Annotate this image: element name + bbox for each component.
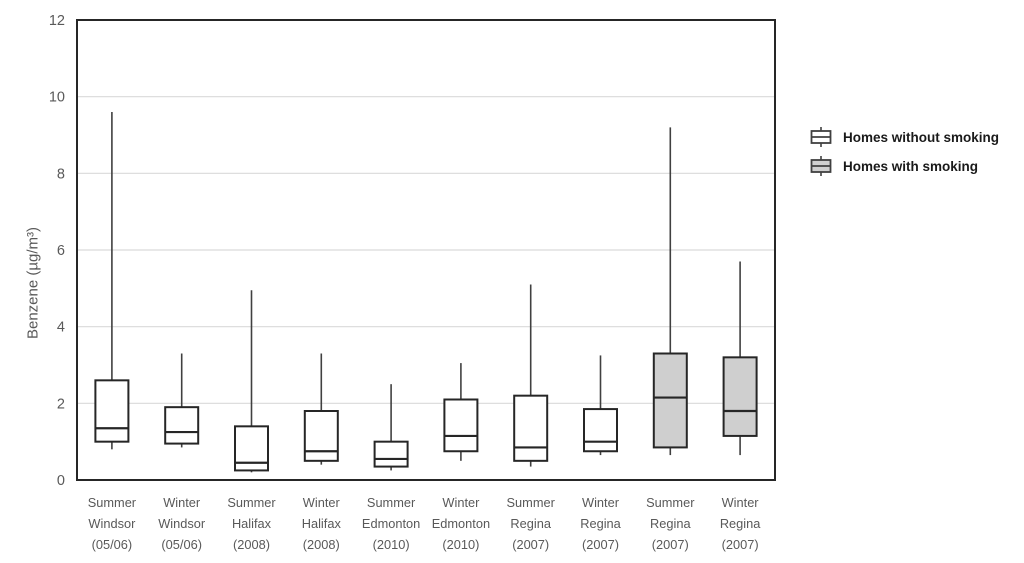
legend-label-with-smoking: Homes with smoking bbox=[843, 158, 979, 174]
x-tick-label-5: Winter Edmonton (2010) bbox=[432, 495, 490, 552]
box-8 bbox=[652, 352, 688, 449]
legend-item-homes-without-smoking: Homes without smoking bbox=[808, 126, 999, 148]
box-0 bbox=[94, 379, 130, 443]
plot-frame bbox=[76, 19, 776, 481]
boxplot-white-legend-icon bbox=[810, 127, 832, 147]
box-3 bbox=[303, 410, 339, 462]
x-tick-label-9: Winter Regina (2007) bbox=[720, 495, 761, 552]
box-6 bbox=[513, 394, 549, 462]
x-tick-label-1: Winter Windsor (05/06) bbox=[158, 495, 206, 552]
legend-label-without-smoking: Homes without smoking bbox=[843, 129, 1000, 145]
box-9 bbox=[722, 356, 758, 437]
y-tick-label-12: 12 bbox=[49, 13, 65, 29]
x-tick-label-3: Winter Halifax (2008) bbox=[302, 495, 342, 552]
x-tick-label-7: Winter Regina (2007) bbox=[580, 495, 621, 552]
legend: Homes without smoking Homes with smoking bbox=[808, 126, 999, 177]
x-tick-label-8: Summer Regina (2007) bbox=[646, 495, 695, 552]
box-1 bbox=[164, 406, 200, 445]
x-tick-label-6: Summer Regina (2007) bbox=[507, 495, 556, 552]
y-tick-label-4: 4 bbox=[57, 320, 65, 336]
x-tick-label-4: Summer Edmonton (2010) bbox=[362, 495, 420, 552]
y-tick-label-10: 10 bbox=[49, 90, 65, 106]
y-tick-label-6: 6 bbox=[57, 243, 65, 259]
y-tick-label-2: 2 bbox=[57, 396, 65, 412]
x-tick-label-2: Summer Halifax (2008) bbox=[227, 495, 276, 552]
box-4 bbox=[373, 440, 409, 468]
y-axis-title: Benzene (µg/m³) bbox=[24, 226, 42, 340]
y-tick-label-8: 8 bbox=[57, 166, 65, 182]
box-7 bbox=[583, 408, 618, 453]
y-tick-label-0: 0 bbox=[57, 473, 65, 489]
legend-item-homes-with-smoking: Homes with smoking bbox=[808, 155, 999, 177]
x-tick-label-0: Summer Windsor (05/06) bbox=[88, 495, 137, 552]
box-5 bbox=[443, 398, 479, 453]
boxplot-gray-legend-icon bbox=[810, 156, 832, 176]
